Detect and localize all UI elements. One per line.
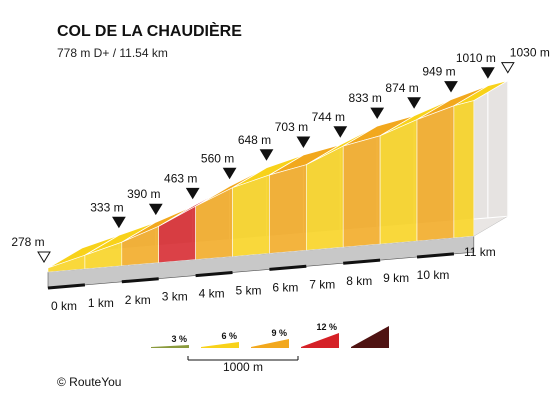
chart-title: COL DE LA CHAUDIÈRE [57,21,242,40]
elevation-marker-7 [333,126,348,138]
distance-label-7: 7 km [309,277,335,291]
legend-swatch-4 [351,326,389,348]
distance-tick-0 [47,283,86,290]
legend-label-1: 6 % [221,331,237,341]
legend-swatch-0 [151,345,189,348]
legend-swatch-1 [201,342,239,348]
scale-label: 1000 m [223,360,263,374]
elevation-label-1: 333 m [90,200,123,214]
elevation-marker-1 [112,216,126,229]
distance-label-2: 2 km [125,293,151,307]
front-face-segment-5 [195,187,233,260]
elevation-label-10: 949 m [422,65,455,79]
elevation-marker-5 [259,149,274,161]
elevation-label-7: 744 m [312,110,345,124]
elevation-marker-9 [407,97,421,109]
elevation-marker-2 [148,203,163,216]
elevation-marker-8 [370,107,385,120]
elevation-marker-12 [500,62,515,74]
front-face-segment-12 [453,100,475,239]
elevation-marker-4 [222,167,237,180]
elevation-marker-6 [296,136,311,148]
legend-label-3: 12 % [316,322,337,332]
elevation-label-6: 703 m [275,120,308,134]
distance-label-11: 11 km [464,245,496,259]
distance-label-10: 10 km [417,268,450,282]
back-wall-segment [487,79,509,219]
elevation-marker-10 [444,81,458,93]
elevation-marker-11 [481,67,495,79]
elevation-label-9: 874 m [385,81,418,95]
distance-tick-10 [416,252,455,259]
profile-top-faces [47,80,509,273]
distance-label-9: 9 km [383,271,409,285]
scale-bar: 1000 m [187,356,299,374]
legend-swatch-2 [251,339,289,348]
front-face-segment-7 [269,164,307,254]
front-face-segment-11 [416,105,455,242]
distance-label-1: 1 km [88,296,114,310]
distance-label-8: 8 km [346,274,372,288]
legend-label-0: 3 % [171,334,187,344]
elevation-label-2: 390 m [127,187,160,201]
elevation-label-0: 278 m [11,235,44,249]
elevation-markers [37,62,515,263]
distance-labels: 0 km 1 km 2 km 3 km 4 km 5 km 6 km 7 km 8 km 9 km… [51,245,496,313]
distance-label-6: 6 km [272,280,298,294]
distance-tick-4 [195,271,233,278]
elevation-label-5: 648 m [238,133,271,147]
elevation-label-4: 560 m [201,151,234,165]
distance-tick-2 [121,277,159,284]
distance-label-0: 0 km [51,299,77,313]
distance-label-3: 3 km [162,290,188,304]
distance-label-5: 5 km [235,284,261,298]
elevation-labels: 278 m 333 m 390 m 463 m 560 m 648 m 703 m 744 m… [11,46,550,249]
distance-tick-6 [269,264,307,271]
elevation-label-3: 463 m [164,171,197,185]
elevation-label-11: 1010 m [456,51,496,65]
front-face-segment-9 [342,135,381,248]
chart-subtitle: 778 m D+ / 11.54 km [57,46,168,60]
front-face-segment-8 [305,145,344,251]
copyright-text: © RouteYou [57,375,121,389]
front-face-segment-6 [232,174,270,257]
front-face-segment-10 [379,119,418,245]
gradient-legend: 3 % 6 % 9 % 12 % [151,322,389,348]
distance-tick-marks [47,252,455,290]
elevation-label-12: 1030 m [510,46,550,60]
distance-label-4: 4 km [199,287,225,301]
elevation-marker-0 [37,251,51,263]
elevation-marker-3 [185,187,200,200]
legend-label-2: 9 % [271,328,287,338]
elevation-label-8: 833 m [349,91,382,105]
legend-swatch-3 [301,333,339,348]
distance-tick-8 [343,258,381,265]
